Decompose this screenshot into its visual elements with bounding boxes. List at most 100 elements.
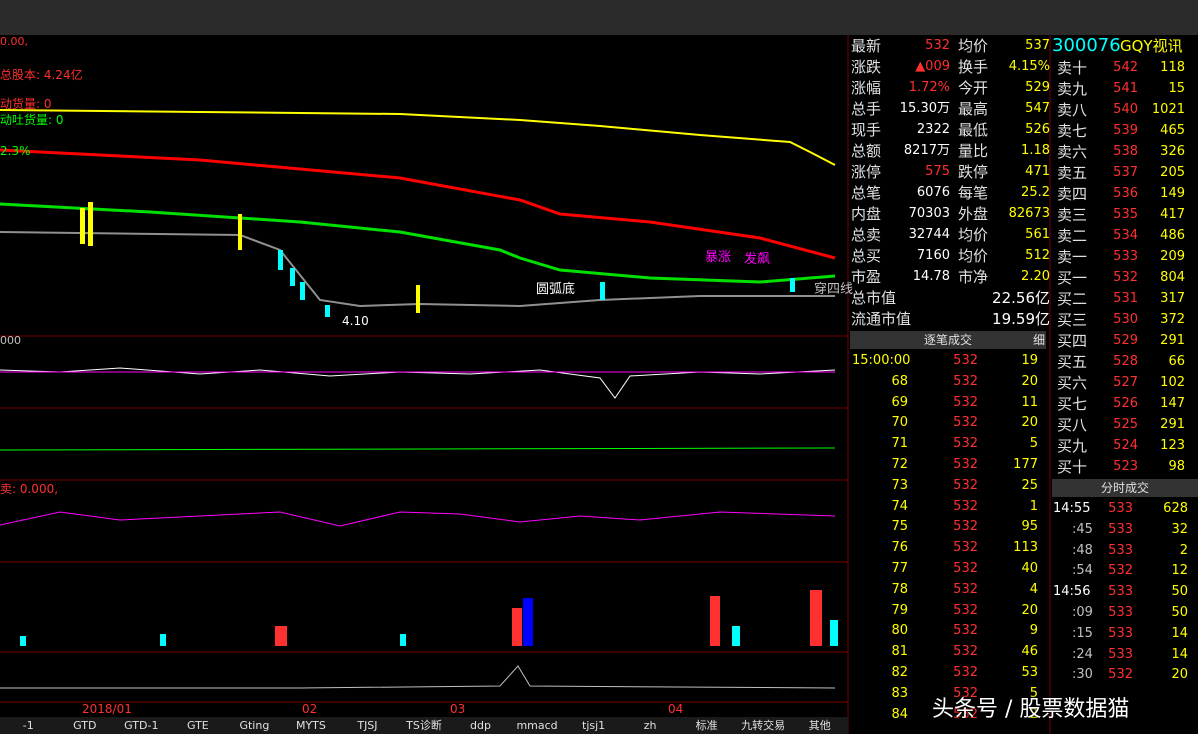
trade-volume: 2 <box>1029 706 1038 722</box>
book-price: 529 <box>1113 333 1138 348</box>
trade-volume: 14 <box>1171 625 1188 641</box>
trade-volume: 2 <box>1179 542 1188 558</box>
quote-label: 最低 <box>958 121 989 139</box>
trade-time: :24 <box>1072 646 1093 662</box>
quote-label: 总笔 <box>851 184 882 202</box>
panel-title: 逐笔成交 <box>923 333 972 347</box>
date-label: 03 <box>450 702 466 716</box>
trade-time: :45 <box>1072 521 1093 537</box>
trade-time: 14:55 <box>1053 501 1091 516</box>
quote-value: 512 <box>1025 248 1050 263</box>
quote-label: 总市值 <box>851 289 897 307</box>
date-label: 02 <box>302 702 318 716</box>
trade-volume: 20 <box>1021 373 1038 389</box>
tab[interactable]: TJSJ <box>357 719 378 732</box>
book-price: 525 <box>1113 417 1138 432</box>
tab[interactable]: mmacd <box>516 719 558 732</box>
trade-price: 532 <box>953 623 978 639</box>
trade-volume: 20 <box>1021 602 1038 618</box>
tab[interactable]: GTD <box>73 719 97 732</box>
quote-label: 跌停 <box>958 163 989 181</box>
book-price: 540 <box>1113 102 1138 117</box>
book-price: 524 <box>1113 438 1138 453</box>
trade-time: 82 <box>891 665 908 680</box>
book-price: 530 <box>1113 312 1138 327</box>
trade-volume: 4 <box>1029 581 1038 597</box>
book-volume: 209 <box>1160 249 1185 264</box>
trade-volume: 11 <box>1021 394 1038 410</box>
tab[interactable]: 其他 <box>808 719 831 732</box>
quote-label: 均价 <box>958 247 989 265</box>
trade-time: 75 <box>891 519 908 535</box>
book-label: 买七 <box>1057 395 1088 413</box>
quote-value: ▲009 <box>915 59 950 74</box>
tab[interactable]: zh <box>643 719 657 732</box>
trade-time: :48 <box>1072 542 1093 558</box>
trade-price: 533 <box>1108 646 1133 662</box>
trade-price: 532 <box>953 519 978 535</box>
tab[interactable]: TS诊断 <box>406 719 442 732</box>
tab[interactable]: MYTS <box>295 719 326 732</box>
book-price: 536 <box>1113 186 1138 201</box>
book-label: 卖十 <box>1057 59 1088 77</box>
tab[interactable]: Gting <box>239 719 270 732</box>
book-price: 539 <box>1113 123 1138 138</box>
quote-label: 今开 <box>958 79 989 97</box>
book-volume: 417 <box>1160 207 1185 222</box>
tab[interactable]: 标准 <box>695 719 718 732</box>
panel-tab[interactable]: 细 <box>1033 333 1046 347</box>
book-price: 527 <box>1113 375 1138 390</box>
tab[interactable]: GTD-1 <box>124 719 159 732</box>
trade-price: 533 <box>1108 625 1133 641</box>
trade-price: 532 <box>953 644 978 660</box>
quote-label: 总手 <box>851 100 882 118</box>
trade-price: 532 <box>953 581 978 597</box>
book-price: 526 <box>1113 396 1138 411</box>
trade-volume: 20 <box>1171 667 1188 683</box>
trade-time: 71 <box>891 436 908 452</box>
quote-value: 6076 <box>916 185 950 200</box>
trade-volume: 12 <box>1171 563 1188 579</box>
book-label: 买六 <box>1057 374 1088 392</box>
annotation: 圆弧底 <box>536 282 576 297</box>
quote-value: 575 <box>925 164 950 179</box>
annotation: 暴涨 <box>705 250 732 265</box>
book-volume: 465 <box>1160 123 1185 138</box>
trade-price: 532 <box>953 457 978 472</box>
trade-volume: 9 <box>1029 623 1038 639</box>
book-label: 卖五 <box>1057 164 1088 182</box>
quote-value: 8217万 <box>903 143 950 158</box>
tab[interactable]: 九转交易 <box>741 719 786 732</box>
chart-label: 动货量: 0 <box>0 97 52 111</box>
trade-time: 69 <box>891 394 908 410</box>
book-price: 535 <box>1113 207 1138 222</box>
quote-label: 涨停 <box>851 163 882 181</box>
book-price: 542 <box>1113 60 1138 75</box>
quote-value: 14.78 <box>912 269 950 284</box>
quote-label: 内盘 <box>851 205 882 223</box>
quote-label: 涨跌 <box>851 58 882 76</box>
book-volume: 372 <box>1160 312 1185 327</box>
book-label: 买九 <box>1057 437 1088 455</box>
trade-price: 532 <box>953 415 978 431</box>
quote-value: 561 <box>1025 227 1050 242</box>
chart-label: 2.3% <box>0 144 31 158</box>
chart-label: 总股本: 4.24亿 <box>0 68 83 82</box>
book-label: 卖一 <box>1057 248 1088 266</box>
trade-time: :30 <box>1072 667 1093 683</box>
book-price: 533 <box>1113 249 1138 264</box>
tab[interactable]: ddp <box>470 719 491 732</box>
chart-label: 卖: 0.000, <box>0 482 59 496</box>
trade-price: 532 <box>953 477 978 493</box>
trade-volume: 113 <box>1013 540 1038 556</box>
book-price: 541 <box>1113 81 1138 96</box>
book-volume: 317 <box>1160 291 1185 306</box>
quote-label: 市净 <box>958 268 989 286</box>
trade-volume: 19 <box>1021 353 1038 368</box>
book-price: 538 <box>1113 144 1138 159</box>
book-volume: 66 <box>1168 354 1185 369</box>
tab[interactable]: GTE <box>186 719 209 732</box>
tab[interactable]: tjsj1 <box>582 719 606 732</box>
quote-label: 均价 <box>958 226 989 244</box>
tab[interactable]: -1 <box>22 719 34 732</box>
